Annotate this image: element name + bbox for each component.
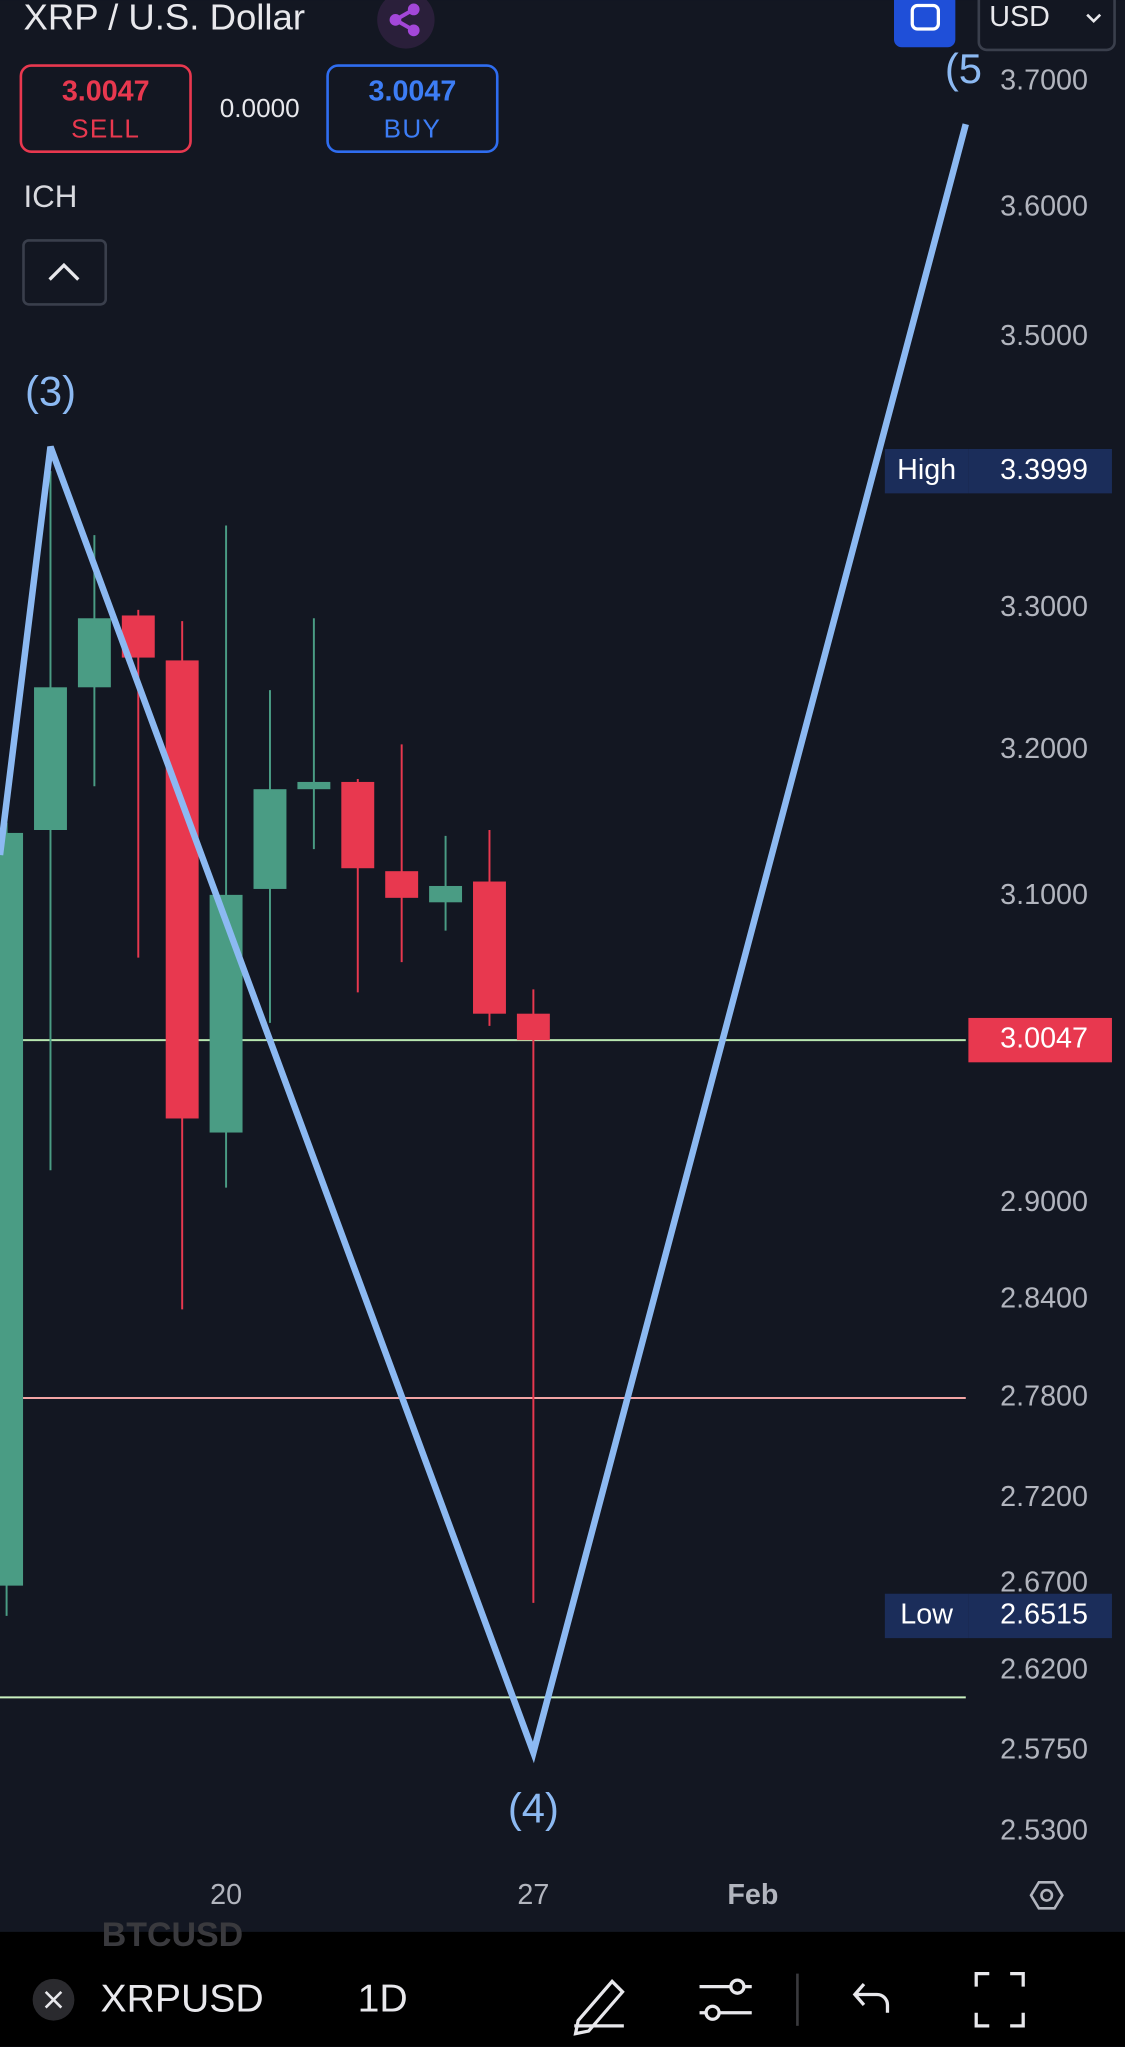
badge-name: High [897, 454, 956, 486]
wave-label: (5 [945, 45, 982, 92]
indicators-tool[interactable] [699, 1978, 752, 2021]
sell-price: 3.0047 [62, 76, 150, 108]
spread: 0.0000 [220, 93, 300, 123]
x-tick-label: Feb [727, 1879, 778, 1911]
y-tick-label: 3.2000 [1000, 733, 1088, 765]
candle-body [516, 1013, 550, 1041]
plot-area: 3.7000 3.6000 3.5000 3.3000 3.2000 3.1000 2.90… [0, 45, 1088, 1911]
price-badge-value: 3.0047 [1000, 1023, 1088, 1055]
toolbar [0, 1931, 1125, 2047]
y-tick-label: 3.3000 [1000, 591, 1088, 623]
axis-settings[interactable] [1029, 1880, 1064, 1910]
y-tick-label: 3.7000 [1000, 64, 1088, 96]
sell-button[interactable] [19, 64, 192, 153]
candle-body [209, 894, 243, 1133]
toolbar-interval[interactable]: 1D [358, 1977, 408, 2020]
y-tick-label: 2.5750 [1000, 1733, 1088, 1765]
undo-button[interactable] [852, 1982, 890, 2013]
currency-select[interactable] [977, 0, 1116, 52]
y-tick-label: 2.7800 [1000, 1381, 1088, 1413]
price-badge [968, 1017, 1112, 1063]
badge-name: Low [900, 1598, 953, 1630]
fullscreen-button[interactable] [974, 1971, 1025, 2028]
y-tick-label: 2.8400 [1000, 1282, 1088, 1314]
price-badge-value: 3.3999 [1000, 454, 1088, 486]
candle-body [0, 832, 24, 1586]
price-badge [968, 1593, 1112, 1639]
y-tick-label: 2.6200 [1000, 1654, 1088, 1686]
price-badge-value: 2.6515 [1000, 1598, 1088, 1630]
axis-settings-dot [1040, 1888, 1054, 1902]
candle-body [473, 881, 506, 1014]
candle-body [385, 871, 419, 898]
dropdown-caret [1086, 13, 1102, 24]
y-tick-label: 3.5000 [1000, 320, 1088, 352]
collapse-icon [48, 262, 80, 281]
badge-name-box [884, 1593, 969, 1639]
y-tick-label: 3.1000 [1000, 879, 1088, 911]
candle-body [165, 660, 199, 1119]
buy-label: BUY [384, 114, 442, 144]
candle-body [77, 618, 111, 688]
toggle-icon [910, 3, 941, 31]
candle-body [341, 781, 375, 869]
collapse-button[interactable] [22, 239, 108, 306]
badge-name-box [884, 448, 969, 494]
price-badge [968, 448, 1112, 494]
candle-body [297, 781, 331, 790]
x-tick-label: 20 [210, 1879, 242, 1911]
wave-label: (4) [508, 1784, 559, 1831]
draw-tool[interactable] [573, 1979, 625, 2036]
currency-label: USD [989, 1, 1050, 33]
wave-line [0, 123, 969, 1764]
share-icon [389, 3, 420, 37]
sell-label: SELL [71, 114, 140, 144]
y-tick-label: 2.7200 [1000, 1481, 1088, 1513]
close-icon [44, 1990, 63, 2009]
toolbar-symbol[interactable]: XRPUSD [100, 1977, 263, 2020]
candle-body [34, 687, 67, 831]
y-tick-label: 2.6700 [1000, 1566, 1088, 1598]
symbol-title: XRP / U.S. Dollar [23, 0, 305, 38]
y-tick-label: 3.6000 [1000, 190, 1088, 222]
candle-body [429, 885, 463, 903]
wave-label: (3) [25, 368, 76, 415]
y-tick-label: 2.9000 [1000, 1186, 1088, 1218]
ghost-symbol: BTCUSD [102, 1916, 243, 1954]
y-tick-label: 2.5300 [1000, 1814, 1088, 1846]
indicator-name: ICH [23, 179, 77, 214]
x-tick-label: 27 [517, 1879, 549, 1911]
candle-body [253, 789, 287, 889]
buy-price: 3.0047 [369, 76, 457, 108]
buy-button[interactable] [326, 64, 499, 153]
